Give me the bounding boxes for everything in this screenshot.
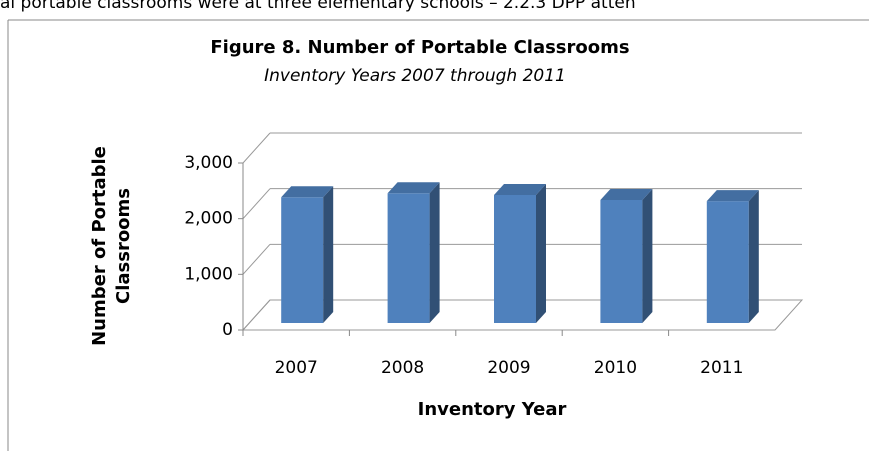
bar-front xyxy=(494,194,536,323)
bar-side xyxy=(429,182,440,323)
bar-top xyxy=(706,190,759,202)
bar-side xyxy=(323,186,334,323)
x-tick-label: 2008 xyxy=(381,358,424,378)
bar-top xyxy=(600,188,653,200)
bar-front xyxy=(387,193,430,323)
grid-line xyxy=(242,243,271,275)
bar xyxy=(706,190,759,323)
grid-line xyxy=(242,188,271,220)
bar-side xyxy=(536,183,546,323)
y-tick-label: 2,000 xyxy=(184,209,233,229)
y-tick-label: 1,000 xyxy=(184,264,233,284)
chart-subtitle: Inventory Years 2007 through 2011 xyxy=(264,66,566,86)
y-tick-label: 3,000 xyxy=(184,153,233,173)
cropped-text: al portable classrooms were at three ele… xyxy=(0,0,636,13)
bar xyxy=(387,182,440,323)
bar-side xyxy=(642,188,653,323)
bar-front xyxy=(706,201,749,323)
x-axis-label: Inventory Year xyxy=(418,399,567,420)
bar xyxy=(494,183,546,323)
x-tick-label: 2009 xyxy=(487,358,530,378)
bar-top xyxy=(387,182,440,194)
y-axis-label: Number of Portable Classrooms xyxy=(89,146,134,346)
bar-front xyxy=(600,199,643,323)
y-tick-label: 0 xyxy=(222,320,233,340)
bar-top xyxy=(494,183,546,195)
grid-line xyxy=(242,132,271,164)
bar xyxy=(281,186,334,323)
bar-side xyxy=(748,190,759,323)
y-axis-label-line: Number of Portable xyxy=(89,146,110,346)
x-tick-label: 2010 xyxy=(594,358,637,378)
bar xyxy=(600,188,653,323)
grid-line xyxy=(242,299,271,331)
x-tick-label: 2011 xyxy=(700,358,743,378)
x-tick-label: 2007 xyxy=(275,358,318,378)
y-axis-label-line: Classrooms xyxy=(113,188,134,304)
chart-title: Figure 8. Number of Portable Classrooms xyxy=(210,37,629,58)
bar-top xyxy=(281,186,334,198)
bar-front xyxy=(281,197,324,323)
